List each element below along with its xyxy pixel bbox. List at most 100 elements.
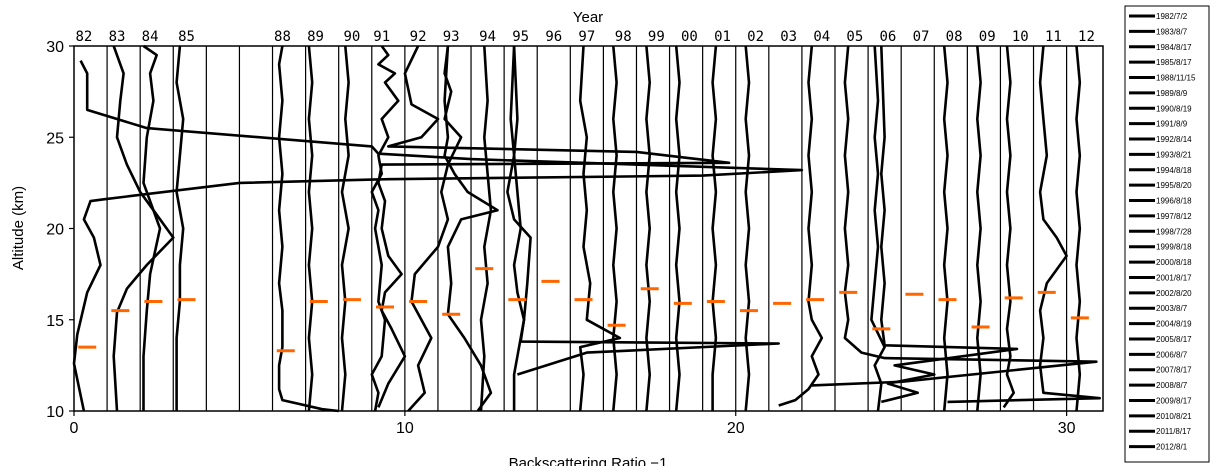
legend-item: 1989/8/9: [1129, 89, 1188, 98]
legend-label: 2011/8/17: [1156, 427, 1192, 436]
series-line: [744, 45, 751, 412]
series-line: [512, 45, 526, 411]
y-tick-label: 15: [46, 313, 64, 330]
legend-label: 1994/8/18: [1156, 166, 1192, 175]
year-label: 08: [946, 29, 963, 45]
series-line: [72, 60, 804, 412]
legend-label: 1996/8/18: [1156, 197, 1192, 206]
legend-label: 1984/8/17: [1156, 43, 1192, 52]
series-line: [578, 45, 622, 412]
legend-item: 1983/8/7: [1129, 27, 1188, 36]
legend-item: 1985/8/17: [1129, 58, 1192, 67]
series-line: [811, 45, 1098, 387]
legend-label: 1998/7/28: [1156, 227, 1192, 236]
legend-label: 2002/8/20: [1156, 289, 1192, 298]
year-label: 01: [714, 29, 731, 45]
x-axis-title: Backscattering Ratio −1: [509, 455, 668, 466]
year-label: 10: [1012, 29, 1029, 45]
year-label: 90: [343, 29, 360, 45]
year-label: 83: [109, 29, 126, 45]
series-line: [612, 45, 618, 412]
legend-item: 1991/8/9: [1129, 120, 1188, 129]
legend-item: 2012/8/1: [1129, 443, 1188, 452]
legend-label: 2009/8/17: [1156, 396, 1192, 405]
year-label: 98: [615, 29, 632, 45]
legend-label: 2001/8/17: [1156, 273, 1192, 282]
series-line: [1075, 45, 1082, 412]
legend-label: 1989/8/9: [1156, 89, 1188, 98]
legend-item: 2003/8/7: [1129, 304, 1188, 313]
series-line: [942, 45, 949, 412]
legend-item: 2005/8/17: [1129, 335, 1192, 344]
legend-label: 2006/8/7: [1156, 350, 1188, 359]
year-label: 89: [307, 29, 324, 45]
legend-item: 1999/8/18: [1129, 243, 1192, 252]
year-label: 12: [1078, 29, 1095, 45]
series-line: [370, 45, 400, 412]
legend-label: 2008/8/7: [1156, 381, 1188, 390]
legend-label: 1993/8/21: [1156, 150, 1192, 159]
legend-item: 2010/8/21: [1129, 412, 1192, 421]
year-label: 95: [512, 29, 529, 45]
series-line: [307, 45, 314, 412]
y-tick-label: 20: [46, 222, 64, 239]
year-label: 07: [913, 29, 930, 45]
legend-label: 1990/8/19: [1156, 104, 1192, 113]
series-line: [443, 45, 499, 412]
legend-item: 2002/8/20: [1129, 289, 1192, 298]
legend-label: 2007/8/17: [1156, 366, 1192, 375]
series-group: [72, 44, 1101, 413]
year-label: 99: [648, 29, 665, 45]
legend-item: 2001/8/17: [1129, 273, 1192, 282]
legend-item: 1982/7/2: [1129, 12, 1188, 21]
legend-label: 1982/7/2: [1156, 12, 1188, 21]
legend-item: 1990/8/19: [1129, 104, 1192, 113]
year-label: 94: [479, 29, 496, 45]
legend-item: 2008/8/7: [1129, 381, 1188, 390]
legend-label: 2003/8/7: [1156, 304, 1188, 313]
series-line: [407, 45, 463, 412]
series-line: [340, 45, 350, 412]
year-label: 82: [75, 29, 92, 45]
legend-label: 1985/8/17: [1156, 58, 1192, 67]
legend-label: 1995/8/20: [1156, 181, 1192, 190]
legend-label: 1999/8/18: [1156, 243, 1192, 252]
legend-label: 1988/11/15: [1156, 74, 1196, 83]
legend-item: 1998/7/28: [1129, 227, 1192, 236]
year-label: 92: [410, 29, 427, 45]
year-label: 97: [578, 29, 595, 45]
legend-label: 2010/8/21: [1156, 412, 1192, 421]
y-axis: 10 15 20 25 30: [46, 39, 74, 421]
year-label: 91: [373, 29, 390, 45]
legend-label: 2005/8/17: [1156, 335, 1192, 344]
legend-item: 1984/8/17: [1129, 43, 1192, 52]
year-label: 85: [178, 29, 195, 45]
series-line: [880, 45, 1019, 404]
series-line: [506, 45, 780, 376]
legend-label: 1992/8/14: [1156, 135, 1192, 144]
legend-label: 2000/8/18: [1156, 258, 1192, 267]
year-label: 05: [846, 29, 863, 45]
legend-label: 1991/8/9: [1156, 120, 1188, 129]
year-label: 02: [747, 29, 764, 45]
series-line: [645, 45, 651, 412]
tropopause-marker-group: [78, 267, 1089, 353]
series-line: [976, 45, 982, 412]
y-tick-label: 10: [46, 404, 64, 421]
series-line: [1002, 45, 1015, 409]
year-label: 88: [274, 29, 291, 45]
series-line: [277, 45, 339, 413]
year-label: 03: [780, 29, 797, 45]
year-label: 00: [681, 29, 698, 45]
x-tick-label: 0: [70, 420, 79, 437]
x-tick-label: 30: [1058, 420, 1076, 437]
legend-item: 2007/8/17: [1129, 366, 1192, 375]
legend-item: 1997/8/12: [1129, 212, 1192, 221]
legend-item: 1994/8/18: [1129, 166, 1192, 175]
legend-item: 1993/8/21: [1129, 150, 1192, 159]
year-label: 04: [813, 29, 830, 45]
year-label: 11: [1045, 29, 1062, 45]
y-tick-label: 25: [46, 130, 64, 147]
x-axis: 0 10 20 30: [70, 411, 1076, 437]
